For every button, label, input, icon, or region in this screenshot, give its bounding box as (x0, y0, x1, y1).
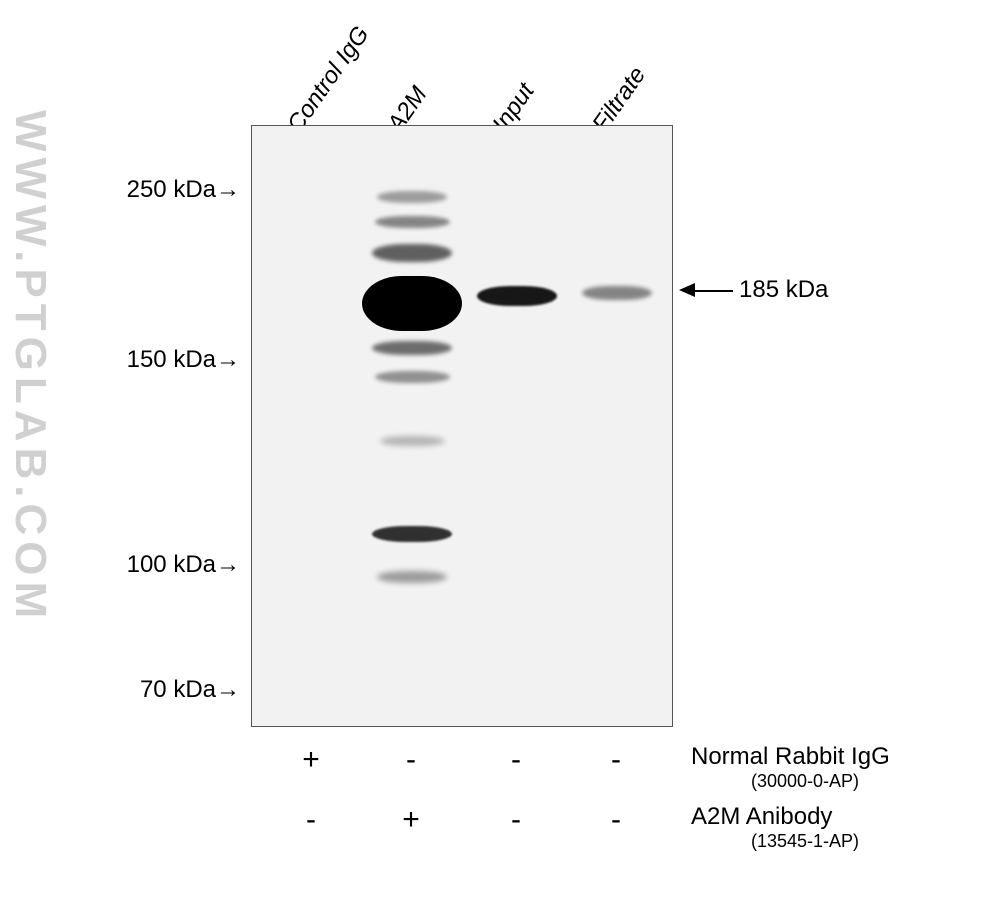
condition-cell: - (366, 743, 456, 777)
mw-marker-100: 100 kDa→ (10, 551, 240, 579)
condition-cell: + (266, 743, 356, 777)
band (377, 191, 447, 203)
figure-container: WWW.PTGLAB.COM Control IgG A2M Input Fil… (0, 0, 1000, 903)
condition-cell: + (366, 803, 456, 837)
condition-cell: - (471, 803, 561, 837)
band (377, 571, 447, 583)
condition-sublabel: (30000-0-AP) (751, 771, 859, 792)
band (375, 216, 450, 228)
mw-marker-70: 70 kDa→ (10, 676, 240, 704)
condition-cell: - (471, 743, 561, 777)
lane-label-1: Control IgG (282, 21, 375, 138)
band (582, 286, 652, 300)
band (362, 276, 462, 331)
band (375, 371, 450, 383)
condition-label: Normal Rabbit IgG (691, 743, 890, 771)
band (477, 286, 557, 306)
condition-label: A2M Anibody (691, 803, 832, 831)
band (372, 244, 452, 262)
target-arrow-line (693, 290, 733, 292)
condition-cell: - (571, 803, 661, 837)
condition-cell: - (266, 803, 356, 837)
mw-marker-250: 250 kDa→ (10, 176, 240, 204)
condition-cell: - (571, 743, 661, 777)
condition-sublabel: (13545-1-AP) (751, 831, 859, 852)
band (372, 341, 452, 355)
band (380, 436, 445, 446)
mw-marker-150: 150 kDa→ (10, 346, 240, 374)
band (372, 526, 452, 542)
target-band-label: 185 kDa (739, 276, 828, 304)
blot-membrane (251, 125, 673, 727)
